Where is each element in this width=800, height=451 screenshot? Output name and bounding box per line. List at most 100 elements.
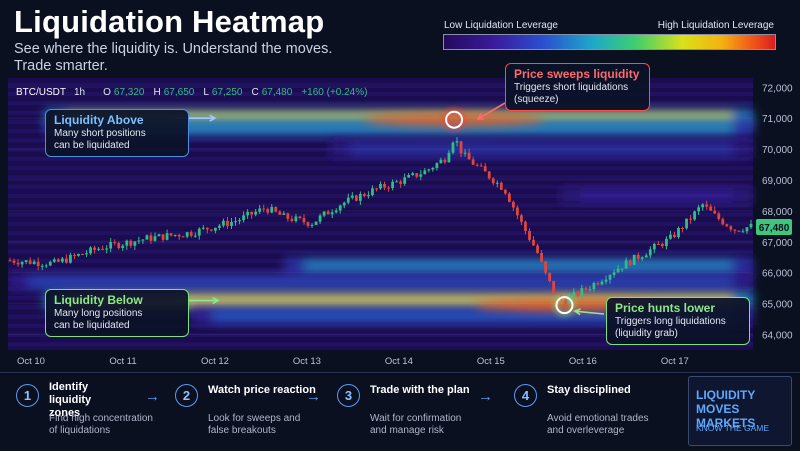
candle-body <box>693 211 697 220</box>
callout-arrow-line <box>477 102 506 120</box>
candle-body <box>737 230 741 232</box>
candle-body <box>145 235 149 240</box>
candle-body <box>181 236 185 238</box>
candle-body <box>306 222 310 226</box>
step-number: 2 <box>175 384 198 407</box>
ticker-pair: BTC/USDT <box>16 87 66 98</box>
liquidity-band-core <box>579 190 733 201</box>
candle-body <box>656 244 660 246</box>
marker-ring <box>445 110 464 129</box>
candle-body <box>342 202 346 206</box>
candle-body <box>129 240 133 246</box>
candle-body <box>350 195 354 198</box>
candle-body <box>36 261 40 267</box>
candle-body <box>632 254 636 266</box>
legend-low-label: Low Liquidation Leverage <box>444 20 558 31</box>
candle-body <box>48 261 52 266</box>
callout-body: Triggers long liquidations (liquidity gr… <box>615 316 726 339</box>
candle-body <box>491 178 495 184</box>
candle-body <box>459 141 463 154</box>
x-tick-label: Oct 14 <box>385 356 413 367</box>
candle-body <box>294 216 298 222</box>
candle-body <box>64 258 68 263</box>
y-tick-label: 69,000 <box>762 176 793 187</box>
heatmap-texture-row <box>8 194 753 198</box>
candle-body <box>495 182 499 184</box>
candle-body <box>141 239 145 241</box>
candle-body <box>677 227 680 238</box>
heatmap-texture-row <box>8 175 753 180</box>
candle-body <box>338 205 342 211</box>
candle-body <box>266 209 270 213</box>
candle-body <box>439 159 443 164</box>
candle-body <box>463 152 467 154</box>
motto-title: LIQUIDITY MOVES MARKETS <box>696 388 756 430</box>
liquidity-band-core <box>303 261 733 272</box>
heatmap-texture-row <box>8 82 753 87</box>
candle-body <box>467 152 471 160</box>
callout-title: Price sweeps liquidity <box>514 67 640 81</box>
heatmap-texture-row <box>8 156 753 161</box>
candle-body <box>652 244 656 250</box>
candle-body <box>270 207 274 213</box>
ticker-high-label: H <box>154 87 161 98</box>
liquidity-band-core <box>64 122 734 133</box>
step-title: Stay disciplined <box>547 384 631 396</box>
candle-body <box>334 210 338 213</box>
candle-body <box>592 283 596 290</box>
step-description: Wait for confirmation and manage risk <box>370 413 462 436</box>
candle-body <box>161 234 165 240</box>
candle-body <box>358 193 362 201</box>
candle-body <box>77 253 80 256</box>
candle-body <box>552 280 556 293</box>
candle-body <box>218 225 221 228</box>
candle-body <box>516 207 519 216</box>
candle-body <box>451 142 455 153</box>
candle-body <box>741 231 745 233</box>
candle-body <box>60 258 64 262</box>
candle-body <box>564 298 568 304</box>
candle-body <box>532 239 535 246</box>
candle-body <box>487 171 491 179</box>
arrowhead-icon <box>476 113 485 120</box>
callout-arrow-line <box>574 310 605 315</box>
x-tick-label: Oct 12 <box>201 356 229 367</box>
candle-body <box>721 219 725 225</box>
candle-body <box>604 279 608 282</box>
candle-body <box>32 261 36 264</box>
heatmap-texture-row <box>8 221 753 226</box>
liquidity-band <box>283 257 753 276</box>
candle-body <box>362 193 366 196</box>
candle-body <box>697 207 701 212</box>
candle-body <box>387 187 390 189</box>
candle-body <box>749 223 753 228</box>
candle-body <box>544 261 548 273</box>
candle-body <box>612 272 616 276</box>
heatmap-chart[interactable]: 64,000 65,000 66,000 67,000 68,000 69,000 70,0… <box>8 78 798 368</box>
candle-body <box>556 292 560 295</box>
candle-body <box>729 226 733 230</box>
heatmap-texture-row <box>8 203 753 208</box>
y-tick-label: 64,000 <box>762 331 793 342</box>
candle-body <box>133 241 137 246</box>
candle-body <box>169 233 173 236</box>
chart-area[interactable]: 64,000 65,000 66,000 67,000 68,000 69,000 70,0… <box>8 63 798 368</box>
candle-body <box>580 287 584 296</box>
candle-body <box>520 215 523 222</box>
callout-body: Many short positions can be liquidated <box>54 128 146 151</box>
candle-body <box>427 169 431 171</box>
candle-body <box>681 227 684 229</box>
candle-body <box>93 247 96 250</box>
candle-body <box>636 254 640 259</box>
candle-body <box>121 245 125 249</box>
liquidity-band <box>44 118 754 137</box>
candle-body <box>278 211 282 215</box>
callout-title: Price hunts lower <box>615 301 716 315</box>
candle-body <box>483 166 487 172</box>
candle-body <box>20 262 24 265</box>
ticker-high: 67,650 <box>164 87 195 98</box>
page-subtitle: See where the liquidity is. Understand t… <box>14 41 333 74</box>
candle-body <box>105 248 109 250</box>
candle-body <box>479 165 483 167</box>
candle-body <box>185 232 189 237</box>
